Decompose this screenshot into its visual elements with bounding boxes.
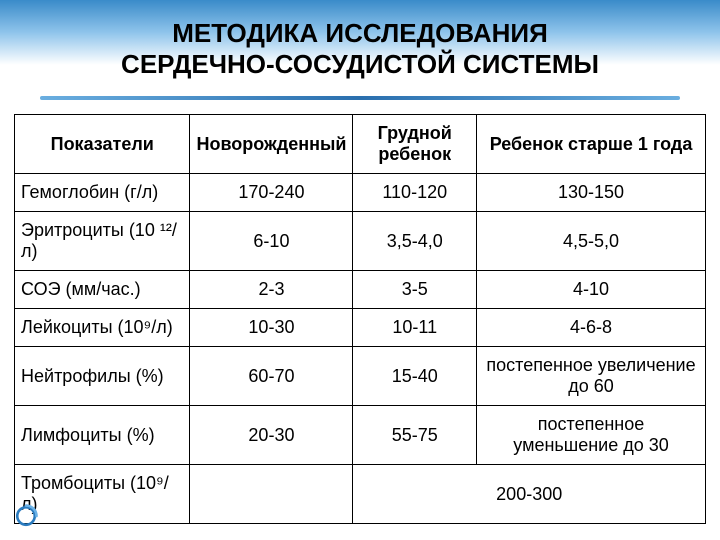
brand-logo-icon xyxy=(12,502,40,530)
cell: 110-120 xyxy=(353,174,477,212)
row-label: СОЭ (мм/час.) xyxy=(15,271,190,309)
cell: 55-75 xyxy=(353,406,477,465)
cell: постепенное увеличение до 60 xyxy=(477,347,706,406)
slide-title: МЕТОДИКА ИССЛЕДОВАНИЯ СЕРДЕЧНО-СОСУДИСТО… xyxy=(0,0,720,90)
title-line-2: СЕРДЕЧНО-СОСУДИСТОЙ СИСТЕМЫ xyxy=(121,49,599,79)
cell-merged: 200-300 xyxy=(353,465,706,524)
table-row: Гемоглобин (г/л) 170-240 110-120 130-150 xyxy=(15,174,706,212)
table-row: Лимфоциты (%) 20-30 55-75 постепенное ум… xyxy=(15,406,706,465)
row-label: Лимфоциты (%) xyxy=(15,406,190,465)
table-row: Тромбоциты (10⁹/л) 200-300 xyxy=(15,465,706,524)
table-row: Эритроциты (10 ¹²/л) 6-10 3,5-4,0 4,5-5,… xyxy=(15,212,706,271)
cell: 10-11 xyxy=(353,309,477,347)
cell: 2-3 xyxy=(190,271,353,309)
row-label: Лейкоциты (10⁹/л) xyxy=(15,309,190,347)
cell: 3-5 xyxy=(353,271,477,309)
row-label: Гемоглобин (г/л) xyxy=(15,174,190,212)
cell xyxy=(190,465,353,524)
title-underline xyxy=(40,96,680,100)
blood-indicators-table: Показатели Новорожденный Грудной ребенок… xyxy=(14,114,706,524)
table-row: Нейтрофилы (%) 60-70 15-40 постепенное у… xyxy=(15,347,706,406)
col-header-infant: Грудной ребенок xyxy=(353,115,477,174)
col-header-older: Ребенок старше 1 года xyxy=(477,115,706,174)
table-row: СОЭ (мм/час.) 2-3 3-5 4-10 xyxy=(15,271,706,309)
cell: постепенное уменьшение до 30 xyxy=(477,406,706,465)
cell: 170-240 xyxy=(190,174,353,212)
cell: 15-40 xyxy=(353,347,477,406)
cell: 4,5-5,0 xyxy=(477,212,706,271)
table-row: Лейкоциты (10⁹/л) 10-30 10-11 4-6-8 xyxy=(15,309,706,347)
table-header-row: Показатели Новорожденный Грудной ребенок… xyxy=(15,115,706,174)
row-label: Тромбоциты (10⁹/л) xyxy=(15,465,190,524)
cell: 130-150 xyxy=(477,174,706,212)
cell: 6-10 xyxy=(190,212,353,271)
row-label: Нейтрофилы (%) xyxy=(15,347,190,406)
cell: 3,5-4,0 xyxy=(353,212,477,271)
cell: 10-30 xyxy=(190,309,353,347)
cell: 4-6-8 xyxy=(477,309,706,347)
cell: 4-10 xyxy=(477,271,706,309)
col-header-newborn: Новорожденный xyxy=(190,115,353,174)
col-header-indicator: Показатели xyxy=(15,115,190,174)
cell: 60-70 xyxy=(190,347,353,406)
title-line-1: МЕТОДИКА ИССЛЕДОВАНИЯ xyxy=(172,18,548,48)
row-label: Эритроциты (10 ¹²/л) xyxy=(15,212,190,271)
cell: 20-30 xyxy=(190,406,353,465)
